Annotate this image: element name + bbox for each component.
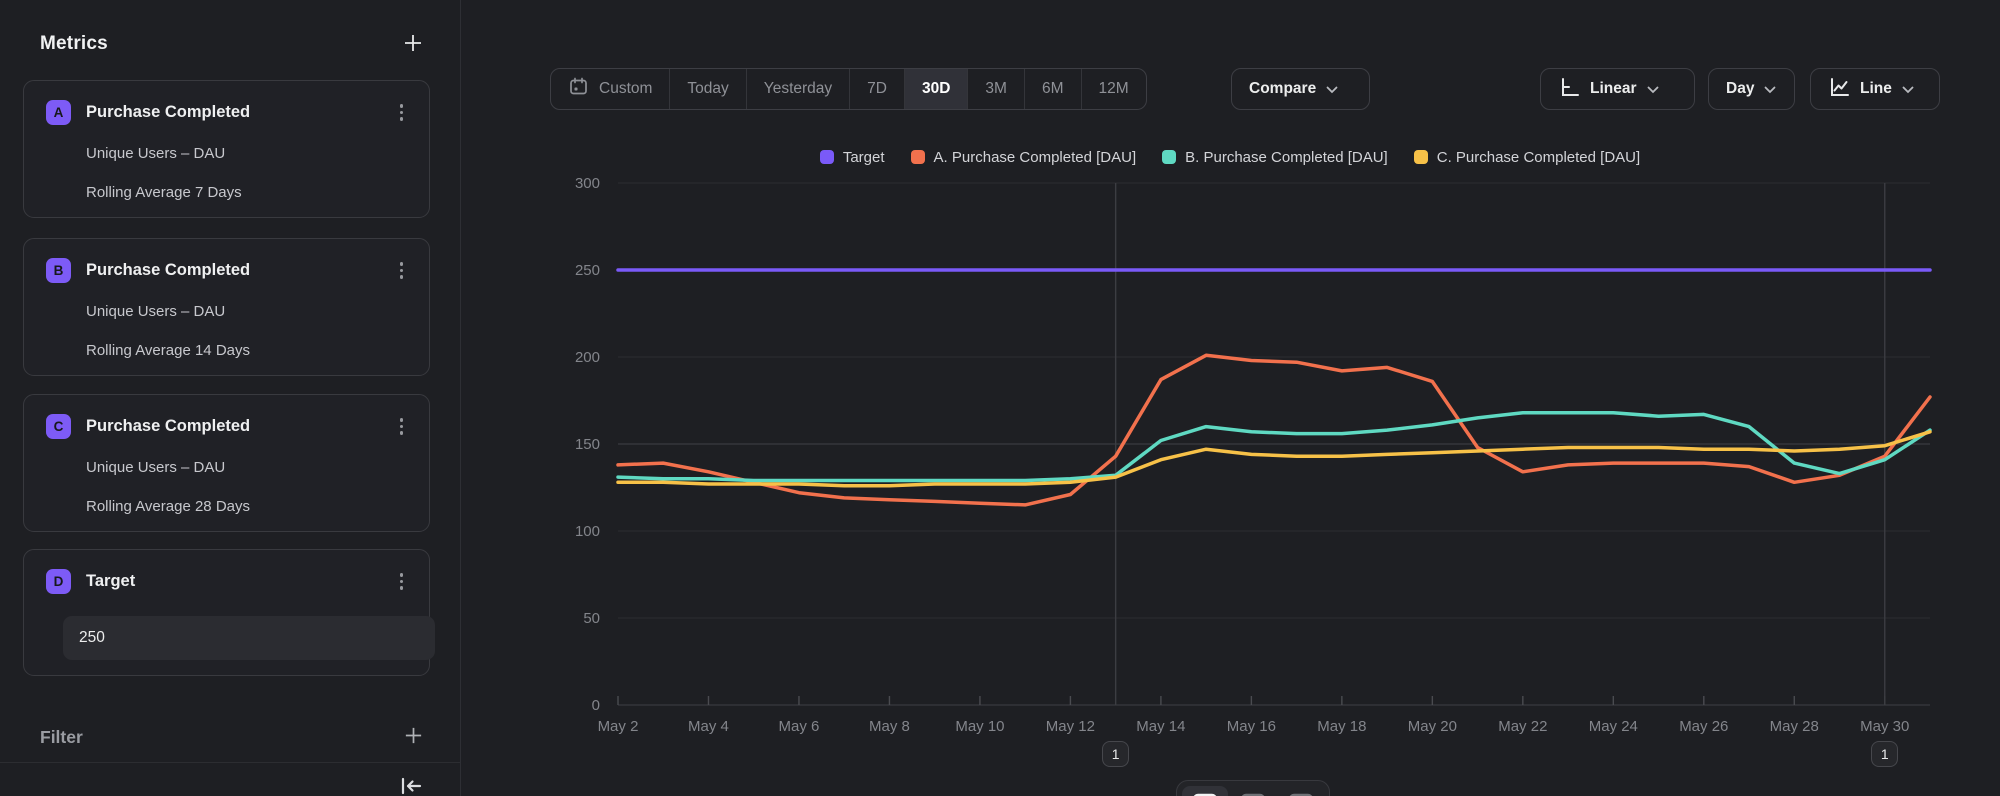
y-tick-label: 100 bbox=[575, 523, 600, 540]
x-tick-label: May 20 bbox=[1408, 718, 1457, 735]
scale-label: Linear bbox=[1590, 80, 1637, 98]
chevron-down-icon bbox=[1326, 81, 1338, 99]
annotation-badge[interactable]: 1 bbox=[1102, 741, 1129, 767]
date-range-selector: Custom Today Yesterday 7D 30D 3M 6M 12M bbox=[550, 68, 1147, 110]
range-label: 3M bbox=[985, 80, 1007, 98]
chart-type-label: Line bbox=[1860, 80, 1892, 98]
compare-button-label: Compare bbox=[1249, 80, 1316, 98]
chart-type-select-button[interactable]: Line bbox=[1810, 68, 1940, 110]
line-chart-icon bbox=[1828, 76, 1850, 103]
range-12m[interactable]: 12M bbox=[1081, 69, 1146, 109]
x-tick-label: May 6 bbox=[779, 718, 820, 735]
legend-item[interactable]: B. Purchase Completed [DAU] bbox=[1162, 149, 1388, 166]
x-tick-label: May 10 bbox=[955, 718, 1004, 735]
chevron-down-icon bbox=[1902, 81, 1914, 99]
x-tick-label: May 30 bbox=[1860, 718, 1909, 735]
series-line-b-purchase-completed-dau bbox=[618, 413, 1930, 481]
legend-color-chip bbox=[911, 150, 925, 164]
range-today[interactable]: Today bbox=[669, 69, 745, 109]
range-label: Today bbox=[687, 80, 728, 98]
range-label: Custom bbox=[599, 80, 652, 98]
range-custom[interactable]: Custom bbox=[551, 69, 669, 109]
legend-color-chip bbox=[1414, 150, 1428, 164]
legend-item[interactable]: Target bbox=[820, 149, 885, 166]
range-label: 7D bbox=[867, 80, 887, 98]
compare-button[interactable]: Compare bbox=[1231, 68, 1370, 110]
legend-color-chip bbox=[820, 150, 834, 164]
legend-label: A. Purchase Completed [DAU] bbox=[934, 149, 1137, 166]
chart-legend: Target A. Purchase Completed [DAU] B. Purc… bbox=[460, 146, 2000, 168]
series-line-a-purchase-completed-dau bbox=[618, 355, 1930, 505]
x-tick-label: May 28 bbox=[1770, 718, 1819, 735]
x-tick-label: May 12 bbox=[1046, 718, 1095, 735]
range-label: 30D bbox=[922, 80, 950, 98]
y-tick-label: 50 bbox=[583, 610, 600, 627]
range-label: 6M bbox=[1042, 80, 1064, 98]
range-3m[interactable]: 3M bbox=[967, 69, 1024, 109]
axis-scale-icon bbox=[1558, 76, 1580, 103]
range-yesterday[interactable]: Yesterday bbox=[746, 69, 849, 109]
x-tick-label: May 14 bbox=[1136, 718, 1185, 735]
x-tick-label: May 22 bbox=[1498, 718, 1547, 735]
y-tick-label: 300 bbox=[575, 175, 600, 192]
y-tick-label: 250 bbox=[575, 262, 600, 279]
scale-select-button[interactable]: Linear bbox=[1540, 68, 1695, 110]
range-label: 12M bbox=[1099, 80, 1129, 98]
x-tick-label: May 8 bbox=[869, 718, 910, 735]
metrics-report-app: Metrics A Purchase Completed Unique User… bbox=[0, 0, 2000, 796]
y-tick-label: 0 bbox=[592, 697, 600, 714]
granularity-select-button[interactable]: Day bbox=[1708, 68, 1795, 110]
range-6m[interactable]: 6M bbox=[1024, 69, 1081, 109]
view-toggle-group bbox=[1176, 780, 1330, 796]
x-tick-label: May 16 bbox=[1227, 718, 1276, 735]
granularity-label: Day bbox=[1726, 80, 1754, 98]
view-board-button[interactable] bbox=[1278, 786, 1324, 796]
legend-item[interactable]: A. Purchase Completed [DAU] bbox=[911, 149, 1137, 166]
line-chart: 0 50 100 150 200 250 300 May 2 May 4 May 6 May 8 Ma… bbox=[0, 0, 2000, 796]
y-tick-label: 150 bbox=[575, 436, 600, 453]
x-tick-label: May 24 bbox=[1589, 718, 1638, 735]
chevron-down-icon bbox=[1647, 81, 1659, 99]
calendar-icon bbox=[568, 76, 589, 102]
legend-color-chip bbox=[1162, 150, 1176, 164]
legend-label: B. Purchase Completed [DAU] bbox=[1185, 149, 1388, 166]
chevron-down-icon bbox=[1764, 81, 1776, 99]
view-table-button[interactable] bbox=[1230, 786, 1276, 796]
range-label: Yesterday bbox=[764, 80, 832, 98]
x-tick-label: May 4 bbox=[688, 718, 729, 735]
x-tick-label: May 26 bbox=[1679, 718, 1728, 735]
range-30d[interactable]: 30D bbox=[904, 69, 967, 109]
x-tick-label: May 2 bbox=[598, 718, 639, 735]
view-insights-button[interactable] bbox=[1182, 786, 1228, 796]
x-tick-label: May 18 bbox=[1317, 718, 1366, 735]
legend-label: Target bbox=[843, 149, 885, 166]
y-tick-label: 200 bbox=[575, 349, 600, 366]
series-line-c-purchase-completed-dau bbox=[618, 432, 1930, 486]
legend-item[interactable]: C. Purchase Completed [DAU] bbox=[1414, 149, 1640, 166]
range-7d[interactable]: 7D bbox=[849, 69, 904, 109]
annotation-badge[interactable]: 1 bbox=[1871, 741, 1898, 767]
legend-label: C. Purchase Completed [DAU] bbox=[1437, 149, 1640, 166]
